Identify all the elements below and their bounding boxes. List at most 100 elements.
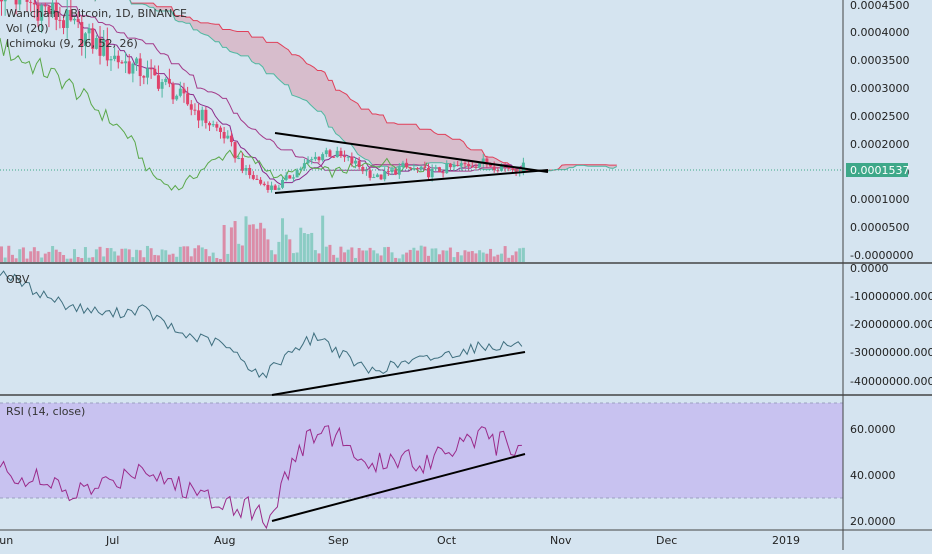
volume-bar <box>521 247 525 262</box>
ichimoku-legend[interactable]: Ichimoku (9, 26, 52, 26) <box>6 37 138 50</box>
candle-body <box>244 167 248 171</box>
candle-body <box>65 9 69 28</box>
obv-axis[interactable]: 0.0000 -10000000.0000 -20000000.0000 -30… <box>850 262 932 388</box>
volume-bar <box>299 227 303 262</box>
obv-legend[interactable]: OBV <box>6 273 30 286</box>
volume-bar <box>87 257 91 262</box>
price-support-trendline[interactable] <box>274 169 549 194</box>
price-tick: 0.0004000 <box>850 26 910 39</box>
candle-body <box>492 166 496 171</box>
candle-body <box>459 163 463 166</box>
volume-bar <box>102 256 106 262</box>
candle-body <box>193 109 197 111</box>
candle-body <box>332 156 336 158</box>
price-tick: 0.0001000 <box>850 193 910 206</box>
candle-body <box>456 164 460 166</box>
volume-bar <box>25 258 29 262</box>
candle-body <box>302 163 306 169</box>
candle-body <box>98 38 102 56</box>
time-label-jun: Jun <box>0 534 13 547</box>
candle-body <box>215 124 219 128</box>
volume-bar <box>463 250 467 262</box>
volume-bar <box>160 249 164 262</box>
candle-body <box>346 156 350 158</box>
rsi-line-group <box>0 425 522 530</box>
candle-body <box>222 131 226 139</box>
candle-body <box>335 150 339 158</box>
candle-body <box>317 156 321 161</box>
candle-body <box>167 78 171 84</box>
candle-body <box>390 169 394 173</box>
candle-body <box>288 175 292 179</box>
rsi-legend[interactable]: RSI (14, close) <box>6 405 85 418</box>
candle-body <box>416 168 420 170</box>
rsi-trendline[interactable] <box>271 453 526 522</box>
volume-bar <box>164 250 168 262</box>
volume-bar <box>32 247 36 262</box>
volume-bar <box>310 232 314 262</box>
volume-bar <box>65 258 69 262</box>
candle-body <box>120 62 124 64</box>
rsi-axis[interactable]: 60.0000 40.0000 20.0000 <box>850 423 896 528</box>
candle-body <box>40 5 44 21</box>
price-resistance-trendline[interactable] <box>274 132 549 173</box>
volume-bar <box>124 248 128 262</box>
candlesticks <box>0 0 525 193</box>
volume-bar <box>58 251 62 262</box>
candle-body <box>145 68 149 78</box>
volume-bar <box>229 227 233 262</box>
candle-body <box>142 76 146 78</box>
volume-bar <box>186 246 190 262</box>
volume-bar <box>116 255 120 262</box>
candle-body <box>229 135 233 143</box>
ichimoku-cloud <box>94 0 617 171</box>
candle-body <box>350 156 354 164</box>
volume-bar <box>18 249 22 262</box>
volume-bar <box>273 254 277 262</box>
time-axis[interactable]: Jun Jul Aug Sep Oct Nov Dec 2019 <box>0 534 800 547</box>
candle-body <box>208 122 212 126</box>
candle-body <box>419 166 423 170</box>
volume-bar <box>281 218 285 262</box>
volume-bar <box>171 253 175 262</box>
volume-bar <box>36 251 40 262</box>
price-tick: 0.0000500 <box>850 221 910 234</box>
volume-bar <box>240 245 244 262</box>
candle-body <box>423 166 427 168</box>
volume-bar <box>91 257 95 262</box>
candle-body <box>426 167 430 178</box>
volume-bar <box>153 254 157 262</box>
volume-bar <box>167 254 171 262</box>
volume-bar <box>401 254 405 262</box>
candle-body <box>434 167 438 169</box>
candle-body <box>375 174 379 178</box>
volume-bar <box>361 250 365 262</box>
obv-tick: -20000000.0000 <box>850 318 932 331</box>
volume-bar <box>496 254 500 262</box>
volume-bar <box>354 257 358 262</box>
volume-bar <box>211 252 215 262</box>
candle-body <box>182 88 186 94</box>
price-axis[interactable]: 0.0004500 0.0004000 0.0003500 0.0003000 … <box>846 0 913 262</box>
volume-legend[interactable]: Vol (20) <box>6 22 49 35</box>
candle-body <box>135 58 139 64</box>
volume-bar <box>459 255 463 262</box>
candle-body <box>394 169 398 175</box>
volume-bar <box>441 250 445 262</box>
volume-bar <box>481 252 485 262</box>
volume-bar <box>426 255 430 262</box>
obv-trendline[interactable] <box>271 351 526 396</box>
symbol-title[interactable]: Wanchain / Bitcoin, 1D, BINANCE <box>6 7 187 20</box>
volume-bar <box>288 239 292 262</box>
volume-bar <box>489 248 493 262</box>
volume-bar <box>142 257 146 262</box>
candle-body <box>131 63 135 74</box>
candle-body <box>281 179 285 188</box>
candle-body <box>430 168 434 178</box>
volume-bar <box>218 258 222 262</box>
volume-bar <box>7 245 11 262</box>
time-label-jul: Jul <box>105 534 119 547</box>
volume-bar <box>510 255 514 262</box>
price-tick: 0.0002500 <box>850 110 910 123</box>
candle-body <box>72 18 76 21</box>
